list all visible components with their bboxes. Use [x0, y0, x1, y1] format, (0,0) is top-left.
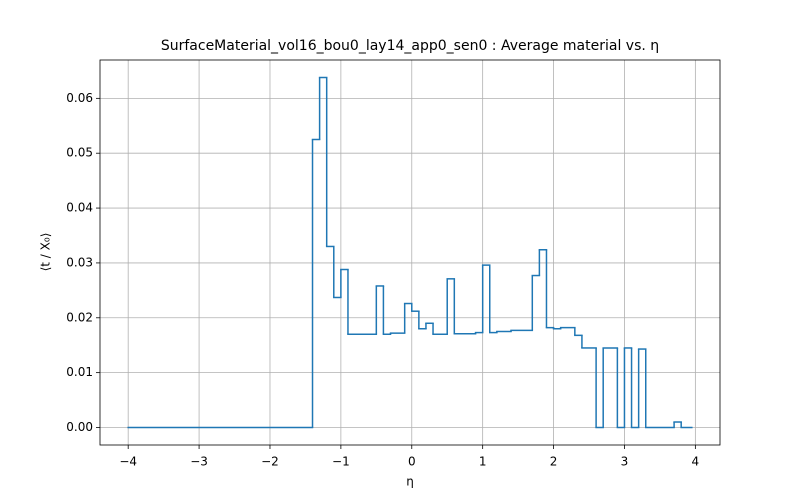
- x-tick-label: 3: [621, 455, 629, 469]
- x-tick-label: −4: [119, 455, 137, 469]
- y-tick-label: 0.04: [66, 201, 93, 215]
- x-tick-label: −2: [261, 455, 279, 469]
- chart-title: SurfaceMaterial_vol16_bou0_lay14_app0_se…: [161, 38, 659, 54]
- y-tick-label: 0.02: [66, 310, 93, 324]
- x-axis-label: η: [406, 475, 414, 489]
- x-tick-label: −1: [332, 455, 350, 469]
- y-tick-label: 0.05: [66, 146, 93, 160]
- y-tick-label: 0.03: [66, 255, 93, 269]
- x-tick-label: 1: [479, 455, 487, 469]
- x-tick-label: 4: [692, 455, 700, 469]
- y-tick-label: 0.01: [66, 365, 93, 379]
- plot-frame: [99, 59, 721, 446]
- x-tick-label: 2: [550, 455, 558, 469]
- y-tick-label: 0.00: [66, 420, 93, 434]
- y-tick-label: 0.06: [66, 91, 93, 105]
- x-tick-label: −3: [190, 455, 208, 469]
- y-axis-label: ⟨t / X₀⟩: [39, 233, 53, 272]
- x-tick-label: 0: [408, 455, 416, 469]
